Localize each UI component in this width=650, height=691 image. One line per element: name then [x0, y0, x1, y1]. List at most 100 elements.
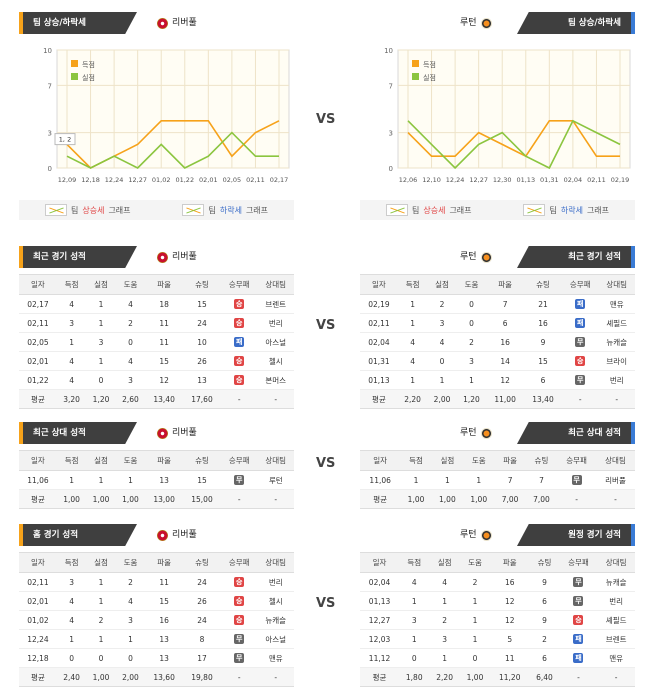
- table-cell: 11,06: [360, 470, 401, 490]
- table-cell: 12,03: [360, 629, 400, 649]
- table-cell: 브렌트: [257, 294, 294, 314]
- x-tick-label: 12,18: [81, 176, 100, 184]
- column-header: 도움: [115, 450, 146, 471]
- column-header: 상대팀: [598, 274, 635, 295]
- column-header: 득점: [397, 274, 428, 295]
- table-cell: 1: [397, 294, 428, 314]
- table-cell: 번리: [597, 591, 635, 611]
- x-tick-label: 01,31: [540, 176, 559, 184]
- column-header: 득점: [400, 450, 432, 471]
- table-row: 02,11 3 1 2 11 24 승 번리: [19, 313, 294, 333]
- home-team-label: 리버풀: [157, 524, 197, 546]
- table-cell: 02,17: [19, 294, 57, 314]
- home-team-name: 리버풀: [172, 530, 197, 540]
- table-cell: 1: [86, 591, 116, 611]
- table-row: 12,18 0 0 0 13 17 무 맨유: [19, 648, 294, 668]
- legend-down-prefix: 팀: [549, 205, 557, 215]
- away-trend-header: 루턴 팀 상승/하락세: [360, 12, 635, 34]
- x-tick-label: 12,30: [493, 176, 512, 184]
- column-header: 득점: [56, 552, 87, 573]
- legend-up-suffix: 그래프: [449, 205, 472, 215]
- column-header: 일자: [360, 552, 400, 573]
- table-cell: 1: [397, 370, 428, 390]
- table-cell: 21: [524, 294, 562, 314]
- away-venue-header: 루턴 원정 경기 성적: [360, 524, 635, 546]
- table-cell: 평균: [19, 389, 57, 409]
- home-h2h-panel: 최근 상대 성적 리버풀 일자 득점 실점 도움 파울 슈팅 승무패 상대팀 11,06 1 1 1 1…: [19, 422, 294, 509]
- legend-down-prefix: 팀: [208, 205, 216, 215]
- vs-label: VS: [316, 456, 336, 471]
- table-cell: 1: [86, 313, 116, 333]
- result-cell: 무: [561, 332, 599, 352]
- result-badge-icon: 승: [234, 596, 245, 606]
- legend-swatch: [412, 60, 419, 67]
- table-cell: 7: [494, 470, 526, 490]
- result-cell: 승: [220, 294, 258, 314]
- table-cell: 01,02: [19, 610, 57, 630]
- table-cell: 13,40: [145, 389, 184, 409]
- away-team-name: 루턴: [460, 252, 477, 262]
- table-cell: 13,40: [524, 389, 562, 409]
- legend-down: 팀 하락세 그래프: [523, 204, 609, 216]
- table-cell: 02,11: [19, 313, 57, 333]
- home-venue-panel: 홈 경기 성적 리버풀 일자 득점 실점 도움 파울 슈팅 승무패 상대팀 02,11 3 1 2 11…: [19, 524, 294, 687]
- column-header: 슈팅: [183, 274, 221, 295]
- table-cell: -: [596, 489, 635, 509]
- table-cell: 1: [459, 629, 491, 649]
- column-header: 슈팅: [183, 552, 221, 573]
- table-cell: 브라이: [598, 351, 635, 371]
- result-badge-icon: 승: [234, 356, 245, 366]
- table-cell: 맨유: [597, 648, 635, 668]
- result-cell: 승: [220, 591, 258, 611]
- table-cell: 평균: [360, 389, 398, 409]
- table-cell: 맨유: [598, 294, 635, 314]
- graph-icon: [182, 204, 205, 216]
- table-cell: 24: [183, 610, 221, 630]
- table-cell: 1: [459, 591, 491, 611]
- table-cell: 1: [463, 470, 495, 490]
- table-cell: -: [597, 667, 635, 687]
- table-cell: 11,12: [360, 648, 400, 668]
- table-cell: 3: [427, 313, 457, 333]
- table-cell: 10: [183, 332, 221, 352]
- plot-area: [56, 49, 290, 169]
- table-cell: 4: [115, 591, 146, 611]
- table-cell: 번리: [257, 572, 294, 592]
- table-cell: 2: [529, 629, 560, 649]
- table-cell: 0: [456, 313, 487, 333]
- column-header: 상대팀: [597, 552, 635, 573]
- table-cell: 3: [115, 370, 146, 390]
- table-cell: 0: [456, 294, 487, 314]
- y-tick-label: 3: [48, 130, 52, 138]
- table-cell: 2: [86, 610, 116, 630]
- table-cell: 2,00: [427, 389, 457, 409]
- table-cell: 1: [86, 294, 116, 314]
- column-header: 파울: [490, 552, 530, 573]
- x-tick-label: 02,11: [587, 176, 606, 184]
- graph-icon: [44, 204, 67, 216]
- column-header: 득점: [56, 274, 87, 295]
- home-h2h-header: 최근 상대 성적 리버풀: [19, 422, 294, 444]
- table-cell: 13: [145, 629, 184, 649]
- table-cell: 12,18: [19, 648, 57, 668]
- home-recent-table: 일자 득점 실점 도움 파울 슈팅 승무패 상대팀 02,17 4 1 4 18 15 승 브렌트 02,11 3…: [19, 274, 294, 409]
- result-cell: 무: [220, 470, 258, 490]
- table-cell: 0: [115, 332, 146, 352]
- table-cell: 01,13: [360, 591, 400, 611]
- table-row: 01,13 1 1 1 12 6 무 번리: [360, 370, 635, 390]
- table-cell: 1: [459, 610, 491, 630]
- table-cell: 2,20: [429, 667, 460, 687]
- table-cell: 24: [183, 572, 221, 592]
- result-badge-icon: 승: [234, 615, 245, 625]
- result-cell: 패: [220, 332, 258, 352]
- table-cell: 2,40: [56, 667, 87, 687]
- average-row: 평균 2,20 2,00 1,20 11,00 13,40- -: [360, 389, 635, 409]
- x-tick-label: 12,24: [105, 176, 124, 184]
- table-row: 02,11 1 3 0 6 16 패 셰필드: [360, 313, 635, 333]
- liverpool-crest-icon: [157, 427, 168, 439]
- table-cell: 0: [56, 648, 87, 668]
- table-cell: 15: [524, 351, 562, 371]
- table-cell: 15: [145, 591, 184, 611]
- home-venue-table: 일자 득점 실점 도움 파울 슈팅 승무패 상대팀 02,11 3 1 2 11 24 승 번리 02,01 4 1…: [19, 552, 294, 687]
- table-cell: 1,00: [56, 489, 87, 509]
